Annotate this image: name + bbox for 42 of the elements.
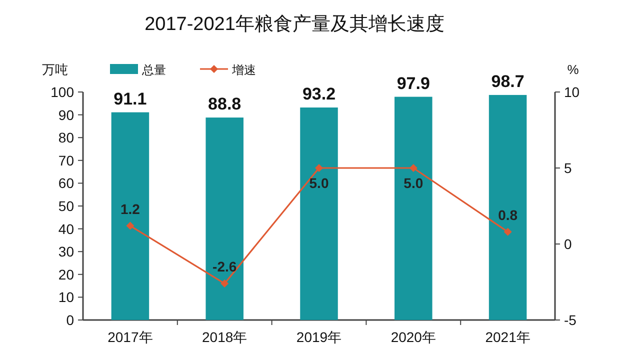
y2-tick-label: -5 [564, 312, 577, 328]
x-tick-label: 2020年 [390, 329, 436, 345]
point [315, 164, 323, 172]
point [504, 228, 512, 236]
y-tick-label: 70 [58, 152, 74, 168]
legend-总量: 总量 [110, 63, 166, 77]
data-label: 5.0 [404, 175, 424, 191]
y-tick-label: 20 [58, 266, 74, 282]
y2-tick-label: 5 [564, 160, 572, 176]
data-label: 93.2 [302, 84, 336, 104]
y-tick-label: 90 [58, 106, 74, 123]
x-tick-label: 2021年 [485, 329, 530, 345]
y-tick-label: 50 [58, 198, 74, 214]
data-label: 0.8 [498, 206, 518, 223]
data-label: 98.7 [491, 72, 524, 91]
y-tick-label: 60 [58, 175, 74, 192]
data-label: 1.2 [120, 200, 140, 217]
point [220, 280, 229, 288]
legend-label: 增速 [231, 63, 256, 77]
y-tick-label: 0 [66, 312, 74, 328]
data-label: 88.8 [208, 94, 242, 114]
y2-axis-title: % [567, 62, 580, 77]
x-tick-label: 2019年 [296, 329, 342, 345]
y2-tick-label: 10 [564, 84, 580, 100]
y-tick-label: 80 [58, 130, 74, 146]
y-axis-title: 万吨 [42, 62, 68, 77]
y-tick-label: 40 [58, 220, 74, 237]
y-tick-label: 100 [50, 84, 74, 100]
legend-label: 总量 [141, 63, 166, 77]
x-tick-label: 2018年 [202, 329, 248, 345]
point [126, 222, 134, 230]
point [409, 164, 418, 172]
chart-title: 2017-2021年粮食产量及其增长速度 [144, 13, 444, 35]
y-tick-label: 30 [58, 244, 74, 260]
data-label: 91.1 [114, 89, 147, 108]
data-label: 5.0 [309, 175, 329, 191]
data-label: 97.9 [396, 74, 430, 93]
data-label: -2.6 [212, 258, 237, 275]
y-tick-label: 10 [58, 289, 74, 306]
x-tick-label: 2017年 [108, 329, 153, 345]
y2-tick-label: 0 [564, 236, 572, 252]
legend-增速: 增速 [200, 63, 256, 77]
